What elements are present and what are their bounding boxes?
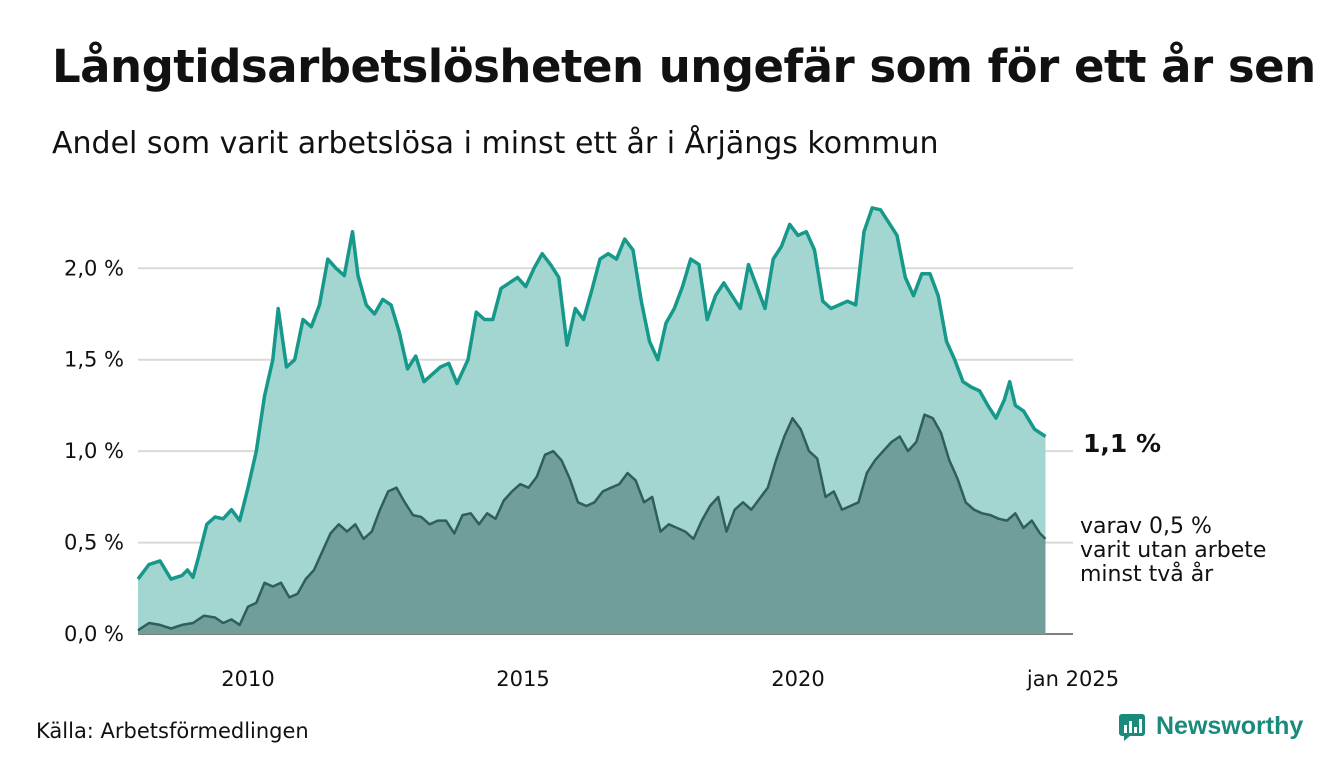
data-areas — [136, 206, 1047, 634]
series-2-end-label: varit utan arbete — [1080, 538, 1266, 563]
y-tick-label: 0,5 % — [64, 531, 124, 555]
y-tick-label: 0,0 % — [64, 622, 124, 646]
brand-name: Newsworthy — [1156, 712, 1304, 740]
x-tick-label: 2020 — [771, 667, 824, 691]
x-tick-label: 2010 — [221, 667, 274, 691]
series-1-line — [136, 206, 1047, 581]
x-tick-label: jan 2025 — [1026, 667, 1119, 691]
series-1-end-label: 1,1 % — [1083, 429, 1161, 458]
brand-logo[interactable]: Newsworthy — [1118, 712, 1303, 741]
y-tick-label: 1,5 % — [64, 348, 124, 372]
chart-subtitle: Andel som varit arbetslösa i minst ett å… — [52, 126, 939, 161]
y-tick-label: 2,0 % — [64, 256, 124, 280]
newsworthy-icon — [1119, 713, 1145, 741]
series-2-end-label: varav 0,5 % — [1080, 514, 1212, 539]
series-2-end-label: minst två år — [1080, 561, 1214, 587]
x-axis-ticks: 2010 2015 2020 jan 2025 — [221, 667, 1119, 691]
series-2-line — [137, 413, 1047, 632]
chart-title: Långtidsarbetslösheten ungefär som för e… — [52, 40, 1316, 93]
x-tick-label: 2015 — [496, 667, 549, 691]
source-note: Källa: Arbetsförmedlingen — [36, 719, 309, 743]
y-axis-ticks: 0,0 % 0,5 % 1,0 % 1,5 % 2,0 % — [64, 256, 124, 646]
y-tick-label: 1,0 % — [64, 439, 124, 463]
